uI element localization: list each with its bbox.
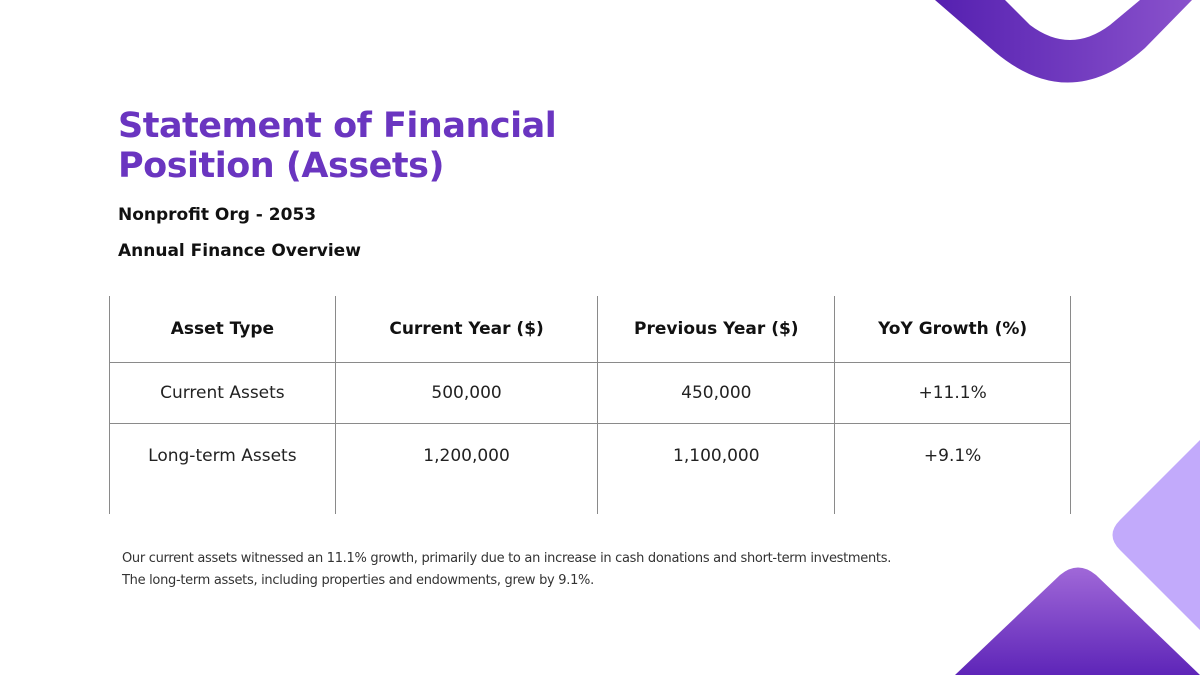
page-title: Statement of Financial Position (Assets) bbox=[118, 106, 557, 186]
overview-subtitle: Annual Finance Overview bbox=[118, 241, 361, 261]
note-line-current-assets: Our current assets witnessed an 11.1% gr… bbox=[122, 551, 892, 566]
cell-yoy-growth: +9.1% bbox=[834, 423, 1071, 514]
column-header-previous-year: Previous Year ($) bbox=[597, 296, 836, 363]
column-header-current-year: Current Year ($) bbox=[334, 296, 599, 363]
cell-current-year: 1,200,000 bbox=[334, 423, 599, 514]
cell-asset-type: Current Assets bbox=[109, 362, 336, 424]
cell-asset-type: Long-term Assets bbox=[109, 423, 336, 514]
assets-table: Asset Type Current Year ($) Previous Yea… bbox=[109, 296, 1071, 514]
decorative-diamond-light bbox=[1112, 440, 1200, 630]
cell-current-year: 500,000 bbox=[334, 362, 599, 424]
cell-yoy-growth: +11.1% bbox=[834, 362, 1071, 424]
decorative-triangle-dark bbox=[955, 567, 1200, 675]
decorative-swoosh-shape bbox=[935, 0, 1192, 83]
organization-subtitle: Nonprofit Org - 2053 bbox=[118, 205, 317, 225]
column-header-asset-type: Asset Type bbox=[109, 296, 336, 363]
table-header-row: Asset Type Current Year ($) Previous Yea… bbox=[109, 296, 1071, 363]
table-row: Current Assets 500,000 450,000 +11.1% bbox=[109, 362, 1071, 424]
summary-notes: Our current assets witnessed an 11.1% gr… bbox=[122, 548, 1022, 592]
cell-previous-year: 1,100,000 bbox=[597, 423, 836, 514]
table-row: Long-term Assets 1,200,000 1,100,000 +9.… bbox=[109, 423, 1071, 514]
cell-previous-year: 450,000 bbox=[597, 362, 836, 424]
note-line-long-term-assets: The long-term assets, including properti… bbox=[122, 573, 594, 588]
column-header-yoy-growth: YoY Growth (%) bbox=[834, 296, 1071, 363]
